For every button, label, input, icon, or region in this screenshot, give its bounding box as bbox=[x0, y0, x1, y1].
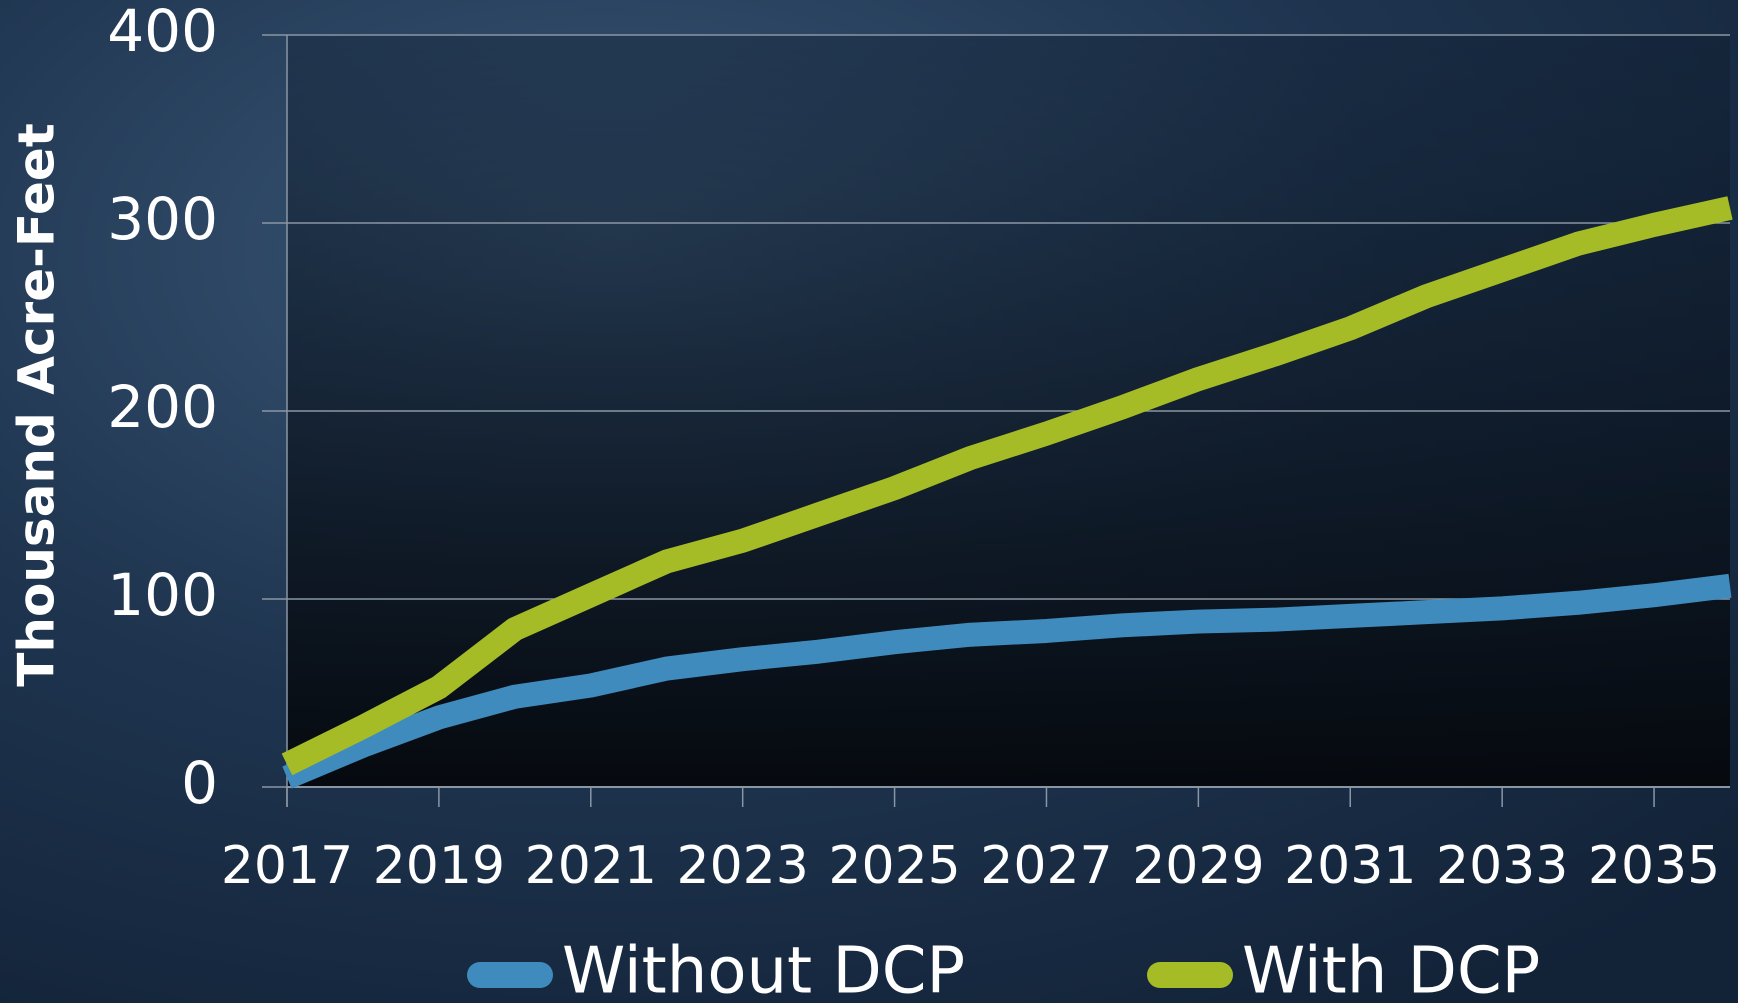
y-tick-label: 100 bbox=[107, 561, 218, 629]
y-tick-label: 300 bbox=[107, 185, 218, 253]
y-tick-label: 0 bbox=[181, 749, 218, 817]
series-line bbox=[282, 573, 1732, 789]
x-tick-label: 2033 bbox=[1436, 836, 1568, 896]
y-tick-label: 200 bbox=[107, 373, 218, 441]
legend-label: Without DCP bbox=[562, 935, 965, 1003]
x-tick-label: 2021 bbox=[525, 836, 657, 896]
x-tick-label: 2017 bbox=[221, 836, 353, 896]
x-tick-label: 2029 bbox=[1132, 836, 1264, 896]
x-tick-label: 2019 bbox=[373, 836, 505, 896]
x-tick-label: 2035 bbox=[1588, 836, 1720, 896]
x-tick-label: 2023 bbox=[677, 836, 809, 896]
series-line bbox=[281, 196, 1733, 776]
x-tick-label: 2027 bbox=[980, 836, 1112, 896]
x-tick-label: 2025 bbox=[828, 836, 960, 896]
y-axis-label: Thousand Acre-Feet bbox=[8, 123, 66, 686]
y-tick-label: 400 bbox=[107, 0, 218, 65]
x-tick-label: 2031 bbox=[1284, 836, 1416, 896]
legend-label: With DCP bbox=[1242, 935, 1540, 1003]
